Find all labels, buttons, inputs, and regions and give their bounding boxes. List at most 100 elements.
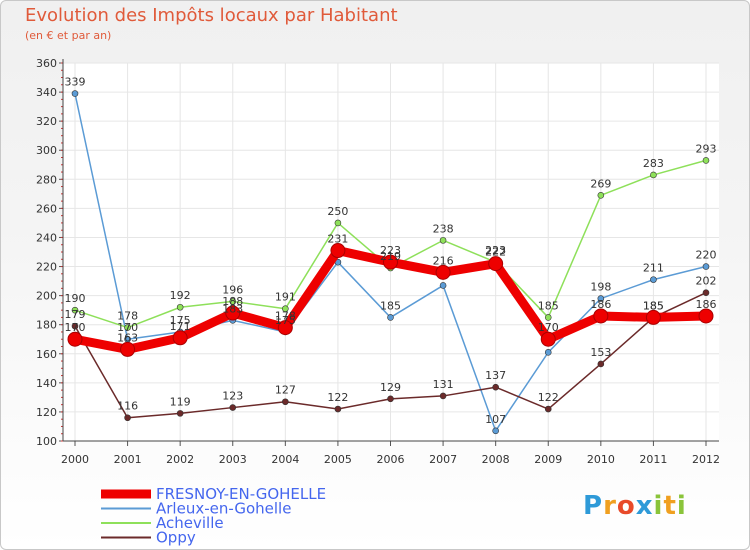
data-label-acheville: 190 xyxy=(65,292,86,305)
logo-letter: i xyxy=(676,491,687,521)
y-tick-label: 100 xyxy=(36,435,57,448)
data-label-arleux-en-gohelle: 339 xyxy=(65,76,86,89)
data-label-arleux-en-gohelle: 175 xyxy=(275,314,296,327)
y-tick-label: 360 xyxy=(36,57,57,70)
data-label-acheville: 283 xyxy=(643,157,664,170)
x-tick-label: 2001 xyxy=(114,453,142,466)
data-label-oppy: 127 xyxy=(275,384,296,397)
data-label-acheville: 192 xyxy=(170,289,191,302)
data-label-fresnoy-en-gohelle: 186 xyxy=(696,298,717,311)
data-label-acheville: 191 xyxy=(275,291,296,304)
data-label-fresnoy-en-gohelle: 188 xyxy=(222,295,243,308)
logo-letter: P xyxy=(583,491,604,521)
data-label-oppy: 119 xyxy=(170,395,191,408)
y-tick-label: 340 xyxy=(36,86,57,99)
logo-letter: x xyxy=(635,491,654,521)
point-arleux-en-gohelle xyxy=(439,282,447,289)
y-tick-label: 240 xyxy=(36,231,57,244)
point-arleux-en-gohelle xyxy=(492,427,499,435)
point-fresnoy-en-gohelle xyxy=(67,331,83,347)
data-label-fresnoy-en-gohelle: 170 xyxy=(65,321,86,334)
data-label-fresnoy-en-gohelle: 170 xyxy=(538,321,559,334)
point-fresnoy-en-gohelle xyxy=(488,256,504,272)
x-tick-label: 2004 xyxy=(271,453,299,466)
legend-label-arleux-en-gohelle: Arleux-en-Gohelle xyxy=(156,500,291,518)
point-fresnoy-en-gohelle xyxy=(330,243,346,259)
data-label-acheville: 178 xyxy=(117,310,138,323)
point-fresnoy-en-gohelle xyxy=(172,330,188,346)
point-arleux-en-gohelle xyxy=(71,90,79,97)
point-oppy xyxy=(387,395,394,403)
data-label-oppy: 185 xyxy=(643,299,664,312)
data-label-fresnoy-en-gohelle: 163 xyxy=(117,331,138,344)
data-label-fresnoy-en-gohelle: 223 xyxy=(380,244,401,257)
x-tick-label: 2011 xyxy=(639,453,667,466)
point-fresnoy-en-gohelle xyxy=(540,331,556,347)
y-tick-label: 320 xyxy=(36,115,57,128)
logo-letter: t xyxy=(663,491,677,521)
point-acheville xyxy=(124,324,131,331)
data-label-fresnoy-en-gohelle: 186 xyxy=(590,298,611,311)
x-tick-label: 2007 xyxy=(429,453,457,466)
data-label-acheville: 238 xyxy=(433,222,454,235)
x-tick-label: 2006 xyxy=(377,453,405,466)
point-acheville xyxy=(176,303,184,311)
point-acheville xyxy=(544,314,552,321)
logo-letter: i xyxy=(653,491,664,521)
data-label-acheville: 269 xyxy=(590,177,611,190)
data-label-fresnoy-en-gohelle: 231 xyxy=(327,233,348,246)
point-fresnoy-en-gohelle xyxy=(225,305,241,321)
data-label-arleux-en-gohelle: 175 xyxy=(170,314,191,327)
data-label-arleux-en-gohelle: 183 xyxy=(222,302,243,315)
chart-subtitle: (en € et par an) xyxy=(25,29,112,42)
legend-label-oppy: Oppy xyxy=(156,529,196,547)
point-fresnoy-en-gohelle xyxy=(645,309,661,325)
point-arleux-en-gohelle xyxy=(597,295,605,302)
data-label-oppy: 179 xyxy=(65,308,86,321)
point-oppy xyxy=(176,410,184,417)
data-label-acheville: 293 xyxy=(696,142,717,155)
chart-title: Evolution des Impôts locaux par Habitant xyxy=(25,5,398,26)
logo-letter: o xyxy=(616,491,636,521)
point-fresnoy-en-gohelle xyxy=(593,308,609,324)
point-acheville xyxy=(702,157,710,164)
data-label-arleux-en-gohelle: 211 xyxy=(643,262,664,275)
point-oppy xyxy=(124,414,131,422)
point-acheville xyxy=(439,237,447,244)
point-arleux-en-gohelle xyxy=(544,349,552,356)
point-acheville xyxy=(650,171,657,179)
point-acheville xyxy=(229,298,237,305)
y-tick-label: 280 xyxy=(36,173,57,186)
y-tick-label: 160 xyxy=(36,348,57,361)
data-label-acheville: 219 xyxy=(380,250,401,263)
point-oppy xyxy=(702,289,710,297)
x-tick-label: 2010 xyxy=(587,453,615,466)
point-acheville xyxy=(334,219,342,227)
x-tick-label: 2012 xyxy=(692,453,720,466)
point-acheville xyxy=(71,306,79,314)
data-label-oppy: 122 xyxy=(538,391,559,404)
point-oppy xyxy=(71,322,79,330)
data-label-arleux-en-gohelle: 198 xyxy=(590,281,611,294)
data-label-oppy: 202 xyxy=(696,275,717,288)
point-oppy xyxy=(282,398,289,406)
point-oppy xyxy=(492,383,499,391)
x-tick-label: 2002 xyxy=(166,453,194,466)
x-tick-label: 2009 xyxy=(534,453,562,466)
y-tick-label: 260 xyxy=(36,202,57,215)
data-label-acheville: 196 xyxy=(222,283,243,296)
point-arleux-en-gohelle xyxy=(387,314,394,321)
point-acheville xyxy=(282,305,289,313)
data-label-fresnoy-en-gohelle: 216 xyxy=(433,254,454,267)
point-fresnoy-en-gohelle xyxy=(435,264,451,280)
x-tick-label: 2003 xyxy=(219,453,247,466)
data-label-fresnoy-en-gohelle: 185 xyxy=(643,299,664,312)
point-acheville xyxy=(597,192,605,199)
logo-letter: r xyxy=(603,491,617,521)
legend-label-acheville: Acheville xyxy=(156,514,224,532)
y-tick-label: 180 xyxy=(36,319,57,332)
y-tick-label: 200 xyxy=(36,290,57,303)
x-tick-label: 2000 xyxy=(61,453,89,466)
data-label-oppy: 123 xyxy=(222,390,243,403)
